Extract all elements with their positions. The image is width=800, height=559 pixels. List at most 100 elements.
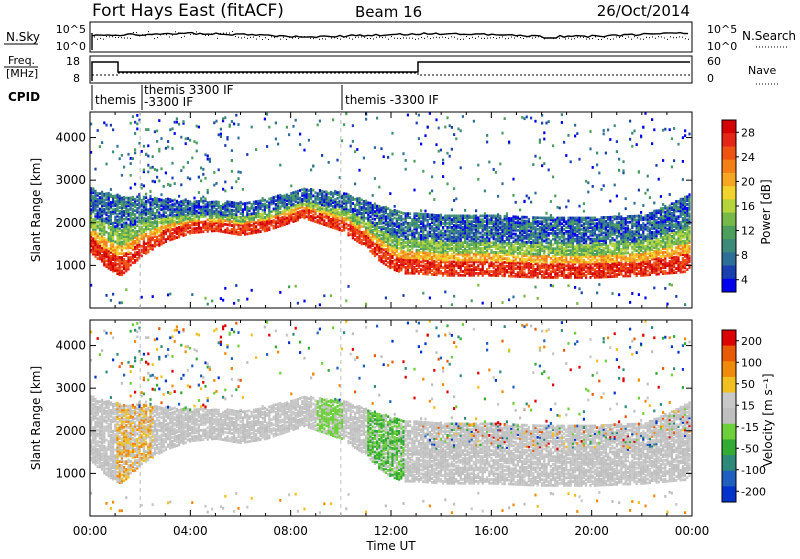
power-cell — [90, 204, 93, 208]
power-cell — [107, 232, 110, 235]
power-cell — [120, 248, 123, 252]
nsearch-dot — [106, 36, 107, 38]
power-cell — [323, 207, 326, 211]
power-cell — [516, 246, 519, 249]
power-cell — [213, 223, 216, 227]
power-cell — [391, 152, 394, 156]
power-cell — [261, 227, 264, 231]
power-cell — [435, 263, 438, 267]
power-cell — [118, 227, 121, 231]
power-cell — [270, 214, 273, 217]
power-cell — [145, 249, 148, 253]
power-cell — [413, 159, 416, 163]
power-cell — [241, 212, 244, 215]
power-cell — [378, 233, 381, 237]
nsearch-dot — [307, 36, 308, 38]
power-cell — [118, 198, 121, 202]
power-cell — [219, 224, 222, 227]
nave-label: Nave — [748, 64, 776, 77]
power-cell — [149, 228, 152, 231]
power-cell — [402, 217, 405, 221]
power-cell — [147, 200, 150, 204]
power-cell — [175, 209, 178, 213]
power-cell — [197, 219, 200, 222]
power-cell — [274, 137, 277, 141]
nsearch-dot — [283, 36, 284, 38]
power-cell — [376, 116, 379, 120]
power-cell — [281, 210, 284, 214]
power-cell — [237, 219, 240, 223]
power-cell — [204, 222, 207, 226]
power-cell — [431, 213, 434, 217]
power-cell — [371, 229, 374, 232]
power-cell — [123, 210, 126, 213]
nsearch-dot — [469, 38, 470, 39]
power-cell — [224, 203, 227, 207]
power-cell — [472, 119, 475, 123]
power-cell — [109, 123, 112, 127]
power-cell — [109, 229, 112, 233]
power-cell — [393, 216, 396, 220]
power-cell — [279, 213, 282, 216]
power-cell — [422, 272, 425, 276]
power-cell — [255, 225, 258, 228]
power-cell — [329, 190, 332, 194]
nsearch-dot — [631, 38, 632, 40]
power-cell — [191, 221, 194, 225]
power-cell — [167, 293, 170, 297]
nsearch-dot — [478, 36, 479, 38]
power-cell — [118, 238, 121, 242]
power-cell — [112, 258, 115, 261]
power-cell — [109, 299, 112, 302]
power-cell — [391, 265, 394, 269]
power-cell — [120, 217, 123, 221]
power-cell — [116, 255, 119, 258]
power-cell — [369, 249, 372, 253]
nsearch-dot — [598, 39, 599, 40]
nsearch-dot — [190, 34, 191, 36]
power-cell — [525, 273, 528, 277]
power-cell — [204, 210, 207, 214]
power-cell — [378, 254, 381, 258]
power-cell — [151, 232, 154, 236]
power-cell — [162, 208, 165, 212]
power-cell — [222, 203, 225, 207]
power-cell — [112, 267, 115, 271]
power-cell — [435, 223, 438, 227]
power-cell — [147, 144, 150, 148]
power-cell — [486, 214, 489, 218]
power-cell — [98, 223, 101, 226]
power-cell — [380, 237, 383, 241]
power-cell — [127, 262, 130, 265]
nsearch-dot — [370, 38, 371, 39]
power-cell — [360, 225, 363, 229]
power-cell — [138, 199, 141, 202]
freq-tick-top: 18 — [66, 55, 80, 68]
power-cell — [127, 223, 130, 227]
power-cell — [373, 221, 376, 225]
power-cell — [162, 220, 165, 224]
power-cell — [160, 217, 163, 221]
power-cell — [409, 212, 412, 216]
power-cell — [246, 228, 249, 232]
nsearch-dot — [217, 37, 218, 39]
power-cell — [279, 201, 282, 205]
power-cell — [244, 225, 247, 228]
power-cell — [274, 210, 277, 214]
power-cell — [365, 226, 368, 230]
power-cell — [94, 249, 97, 252]
power-cell — [90, 122, 93, 126]
power-cell — [109, 222, 112, 225]
power-cell — [105, 205, 108, 209]
nsearch-dot — [301, 36, 302, 38]
power-cell — [131, 261, 134, 265]
power-cell — [138, 241, 141, 244]
power-cell — [479, 239, 482, 243]
power-cell — [433, 246, 436, 250]
power-cell — [125, 238, 128, 242]
power-cell — [134, 241, 137, 245]
power-cell — [226, 204, 229, 207]
nsearch-dot — [268, 39, 269, 40]
power-cell — [156, 220, 159, 224]
power-cell — [107, 260, 110, 264]
